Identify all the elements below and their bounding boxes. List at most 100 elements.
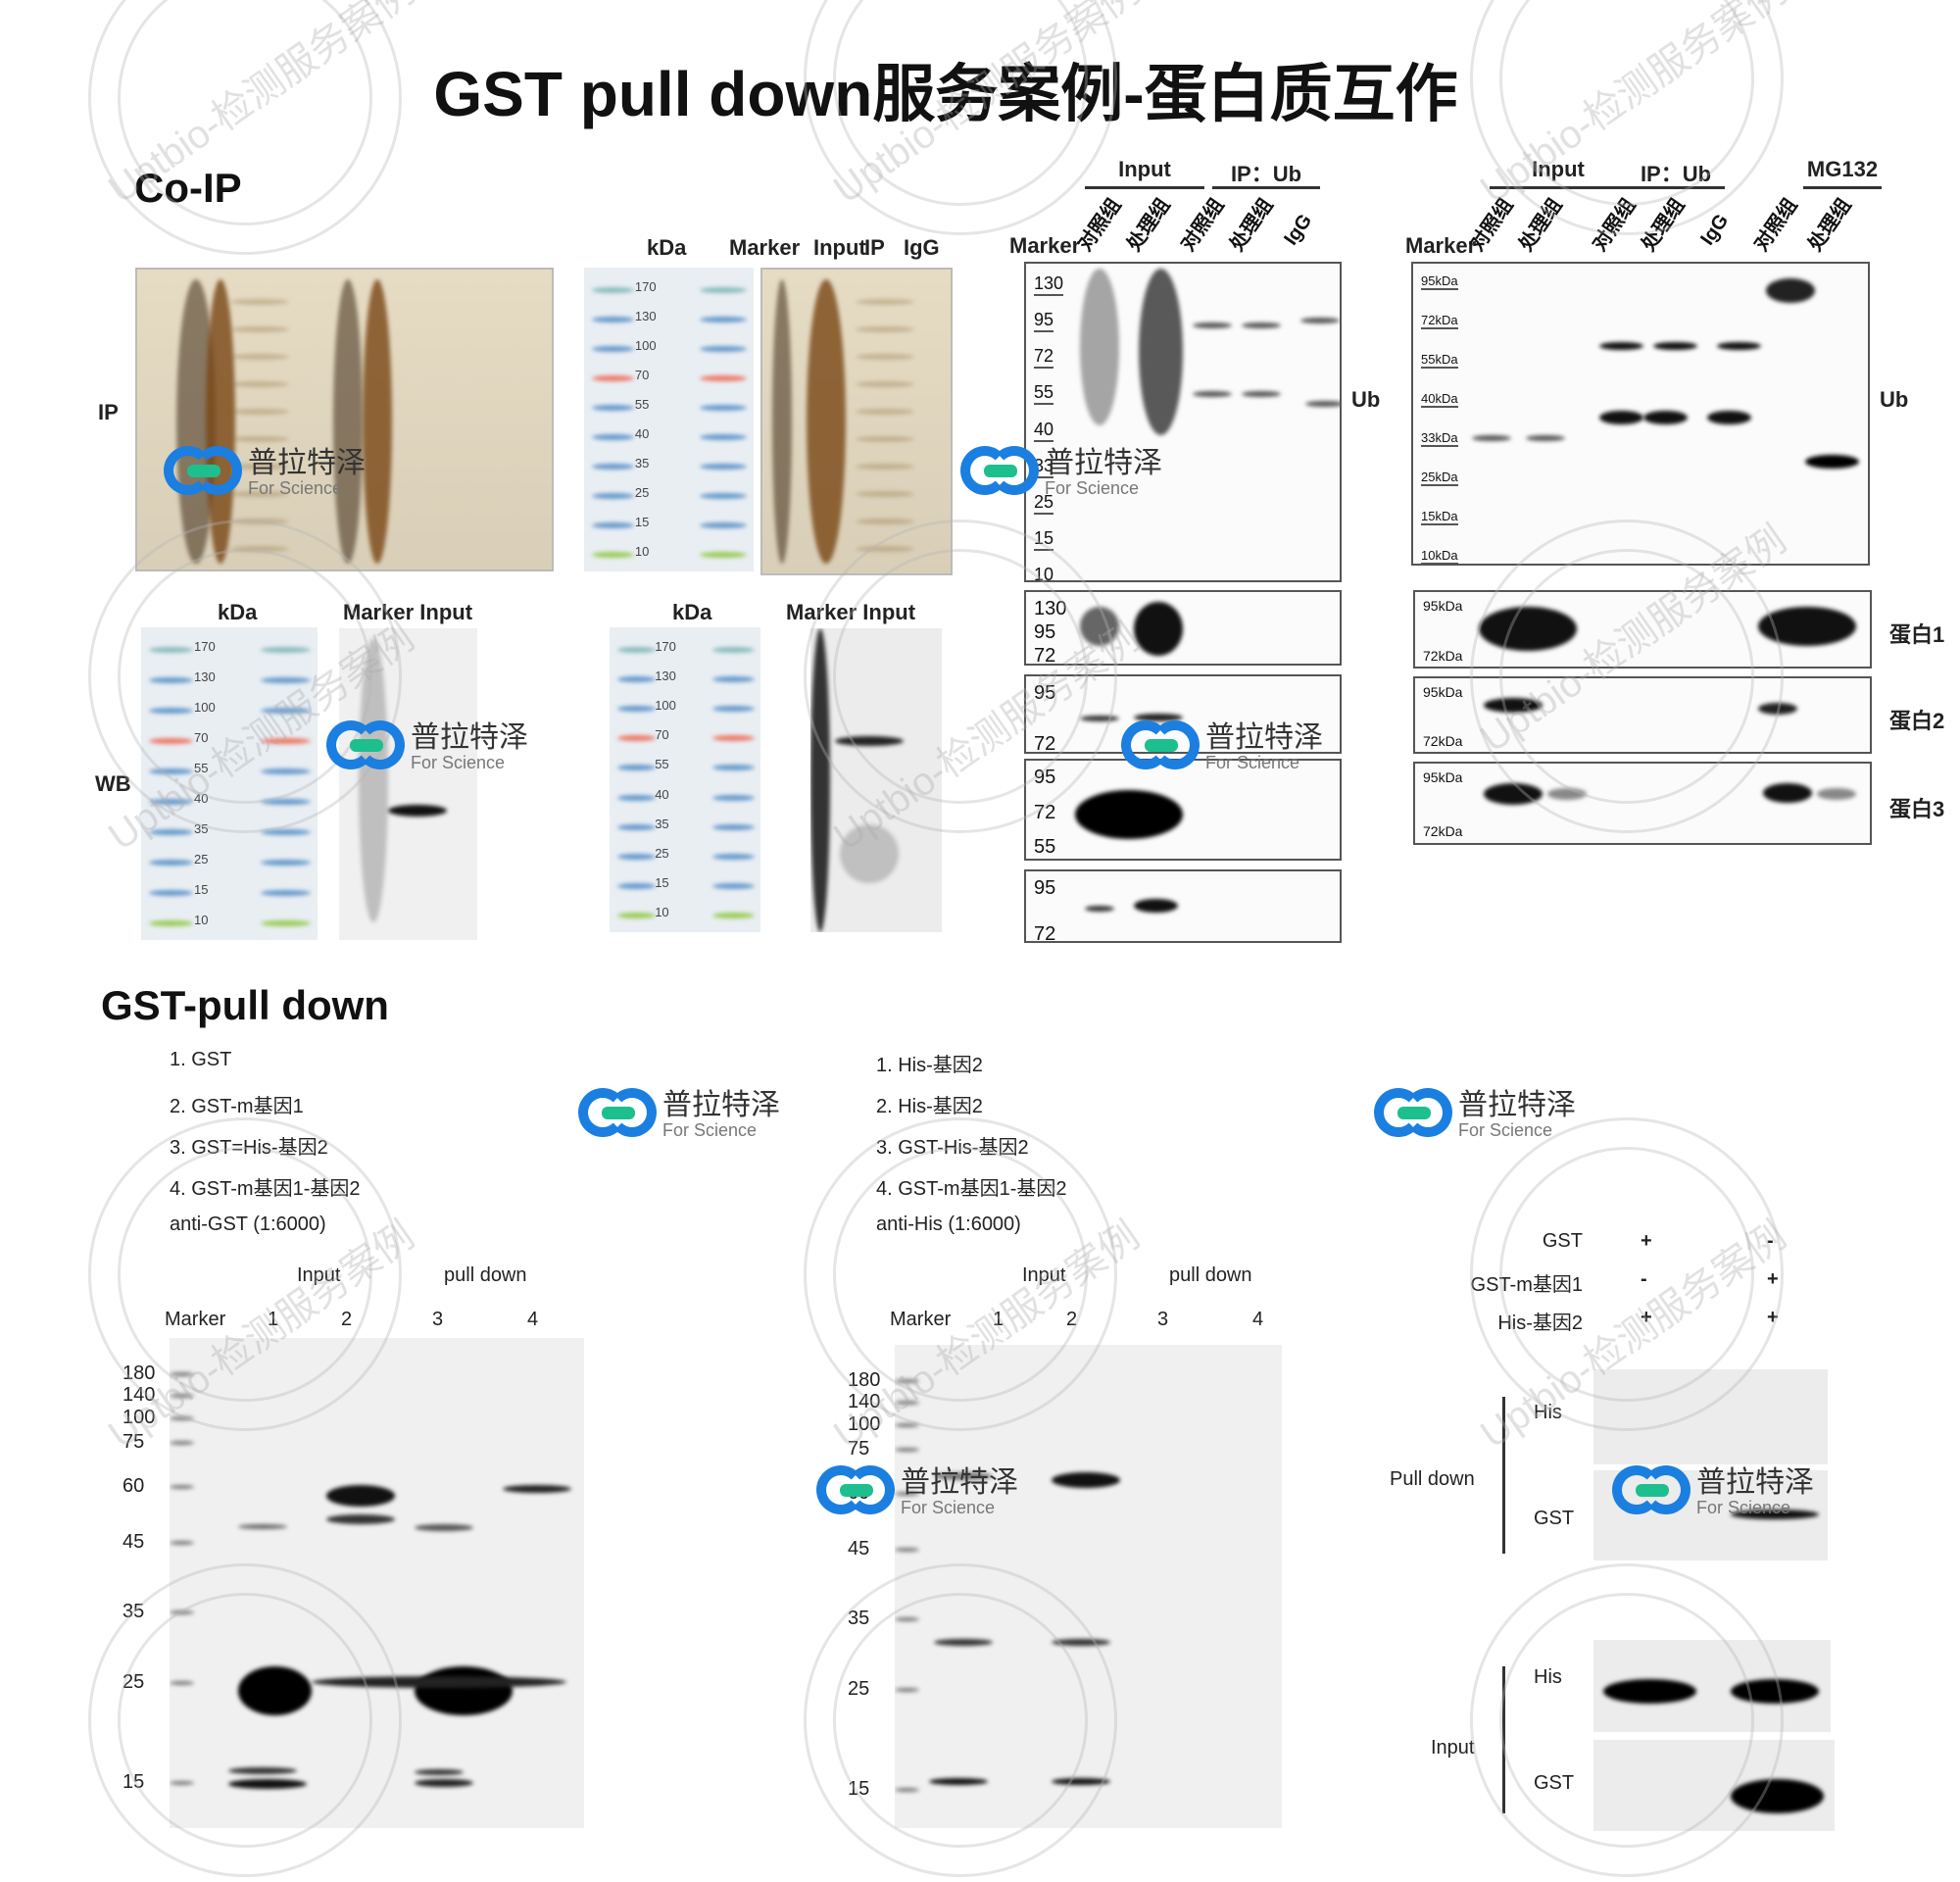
ladder-band [711, 913, 755, 918]
marker-kda: 75 [122, 1431, 145, 1453]
ip-gel-lane-igg: IgG [904, 235, 940, 260]
ub-label: Ub [1880, 387, 1909, 412]
ladder-kda-label: 70 [634, 368, 650, 382]
ladder-band [699, 375, 748, 381]
gst-label: GST [1534, 1508, 1575, 1529]
logo-ring-icon [1374, 1088, 1423, 1137]
ip-row-label: IP [98, 400, 119, 424]
band [230, 464, 289, 470]
band [856, 326, 914, 332]
ladder-band [711, 647, 755, 653]
band [856, 436, 914, 442]
marker-kda: 40 [1034, 420, 1054, 442]
logo-text: 普拉特泽 For Science [1696, 1465, 1814, 1518]
brand-logo: 普拉特泽 For Science [578, 1088, 780, 1143]
ladder-band [699, 552, 748, 558]
smear [840, 824, 899, 883]
ladder-kda-label: 70 [655, 727, 669, 743]
ladder-band [711, 706, 755, 713]
protein-ladder: 170 130 100 70 55 40 35 25 15 10 [584, 268, 754, 571]
ladder-band [617, 676, 656, 683]
watermark-ring [88, 1117, 402, 1431]
marker-band [170, 1416, 194, 1420]
bracket [1502, 1397, 1505, 1554]
ub-label: Ub [1351, 387, 1381, 412]
band [230, 436, 289, 442]
lane-label: 对照组 [1177, 194, 1229, 256]
logo-cn: 普拉特泽 [1696, 1465, 1814, 1499]
marker-kda: 95kDa [1421, 273, 1458, 290]
ip-gel-lane-ip: IP [864, 235, 885, 260]
band [415, 1769, 464, 1775]
ladder-band [149, 829, 193, 835]
watermark-ring [833, 1593, 1088, 1848]
ub-blot: 130 95 72 55 40 33 25 15 10 [1024, 262, 1342, 582]
logo-ring-icon [990, 446, 1039, 495]
ladder-band [711, 765, 755, 771]
logo-en: For Science [662, 1119, 758, 1140]
band [238, 1524, 287, 1529]
ladder-kda-label: 55 [655, 757, 669, 772]
protein-label: 蛋白1 [1889, 622, 1945, 647]
marker-kda: 33 [1034, 456, 1054, 478]
band [1139, 269, 1183, 435]
ladder-band [617, 913, 656, 918]
ladder-kda-label: 130 [634, 309, 657, 323]
band [856, 381, 914, 387]
marker-kda: 95kDa [1423, 598, 1463, 614]
band [326, 1514, 395, 1524]
band [1526, 435, 1565, 441]
logo-ring-icon [326, 720, 375, 769]
silver-stain-gel [135, 268, 554, 571]
band [326, 1485, 395, 1507]
brand-logo: 普拉特泽 For Science [816, 1465, 1018, 1520]
marker-kda: 100 [122, 1407, 156, 1428]
pulldown-label: Pull down [1390, 1468, 1475, 1490]
band [1134, 899, 1178, 913]
ladder-kda-label: 25 [634, 485, 650, 500]
ladder-band [592, 375, 635, 381]
protein-ladder: 170 130 100 70 55 40 35 25 15 10 [610, 627, 760, 932]
gst-heading: GST-pull down [101, 982, 389, 1028]
logo-link-icon [1636, 1484, 1669, 1497]
group-bar [1803, 186, 1882, 189]
watermark-ring [804, 1563, 1117, 1877]
logo-mark-icon [1612, 1465, 1690, 1520]
ladder-kda-label: 170 [655, 639, 676, 654]
ladder-band [617, 647, 656, 653]
watermark-ring [1499, 549, 1754, 804]
band [1472, 435, 1511, 441]
group-pulldown-label: pull down [1169, 1264, 1252, 1286]
kda-label: kDa [672, 600, 712, 624]
ladder-band [711, 853, 755, 860]
marker-kda: 15kDa [1421, 509, 1458, 525]
logo-ring-icon [1642, 1465, 1690, 1514]
ladder-band [711, 794, 755, 801]
ladder-band [261, 860, 311, 866]
band [856, 354, 914, 360]
band [230, 326, 289, 332]
watermark-ring [1470, 1563, 1784, 1877]
marker-kda: 95kDa [1423, 684, 1463, 700]
band [1085, 906, 1114, 912]
band [1731, 1510, 1819, 1519]
logo-cn: 普拉特泽 [662, 1088, 780, 1121]
watermark-ring [833, 1147, 1088, 1402]
logo-mark-icon [326, 720, 405, 775]
ladder-band [617, 853, 656, 860]
ladder-band [592, 346, 635, 352]
ladder-band [699, 522, 748, 528]
ladder-band [699, 405, 748, 411]
band [415, 1666, 513, 1715]
sub-blot: 95 72 [1024, 869, 1342, 943]
ladder-band [617, 765, 656, 771]
ladder-kda-label: 15 [655, 874, 669, 890]
ladder-band [592, 434, 635, 440]
ip-gel-lane-input: Input [813, 235, 866, 260]
logo-link-icon [984, 465, 1017, 477]
ladder-band [699, 434, 748, 440]
band [1817, 788, 1856, 800]
logo-mark-icon [1374, 1088, 1452, 1143]
marker-kda: 40kDa [1421, 391, 1458, 408]
logo-ring-icon [816, 1465, 865, 1514]
